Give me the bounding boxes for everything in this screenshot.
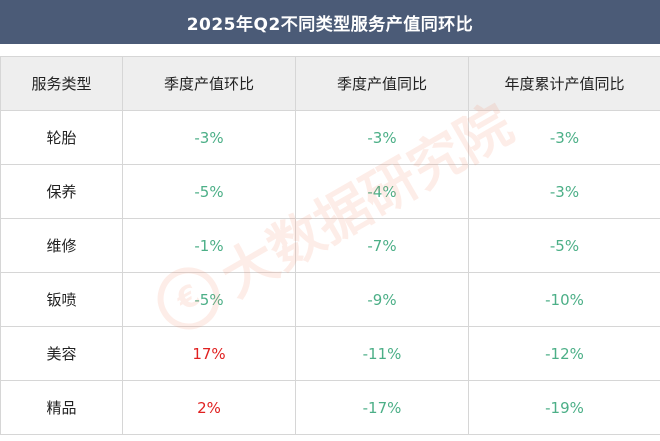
column-header-qoq: 季度产值环比 xyxy=(122,56,296,111)
yoy-cell: -4% xyxy=(295,164,469,219)
qoq-cell: 2% xyxy=(122,380,296,435)
qoq-cell: -5% xyxy=(122,272,296,327)
data-table: 服务类型 季度产值环比 季度产值同比 年度累计产值同比 轮胎 -3% -3% -… xyxy=(0,56,660,435)
ytd-cell: -12% xyxy=(468,326,660,381)
table-row: 保养 -5% -4% -3% xyxy=(0,164,660,219)
service-type-cell: 钣喷 xyxy=(0,272,123,327)
service-type-cell: 精品 xyxy=(0,380,123,435)
yoy-cell: -11% xyxy=(295,326,469,381)
yoy-cell: -9% xyxy=(295,272,469,327)
table-row: 美容 17% -11% -12% xyxy=(0,326,660,381)
column-header-yoy: 季度产值同比 xyxy=(295,56,469,111)
ytd-cell: -5% xyxy=(468,218,660,273)
table-row: 钣喷 -5% -9% -10% xyxy=(0,272,660,327)
service-type-cell: 保养 xyxy=(0,164,123,219)
ytd-cell: -3% xyxy=(468,164,660,219)
table-row: 轮胎 -3% -3% -3% xyxy=(0,110,660,165)
qoq-cell: 17% xyxy=(122,326,296,381)
ytd-cell: -3% xyxy=(468,110,660,165)
service-type-cell: 美容 xyxy=(0,326,123,381)
ytd-cell: -19% xyxy=(468,380,660,435)
table-row: 精品 2% -17% -19% xyxy=(0,380,660,435)
qoq-cell: -1% xyxy=(122,218,296,273)
qoq-cell: -3% xyxy=(122,110,296,165)
table-row: 维修 -1% -7% -5% xyxy=(0,218,660,273)
column-header-type: 服务类型 xyxy=(0,56,123,111)
yoy-cell: -7% xyxy=(295,218,469,273)
service-type-cell: 轮胎 xyxy=(0,110,123,165)
yoy-cell: -17% xyxy=(295,380,469,435)
table-body: 轮胎 -3% -3% -3% 保养 -5% -4% -3% 维修 -1% -7%… xyxy=(0,110,660,435)
table-title: 2025年Q2不同类型服务产值同环比 xyxy=(0,0,660,44)
column-header-ytd: 年度累计产值同比 xyxy=(468,56,660,111)
yoy-cell: -3% xyxy=(295,110,469,165)
qoq-cell: -5% xyxy=(122,164,296,219)
service-type-cell: 维修 xyxy=(0,218,123,273)
header-row: 服务类型 季度产值环比 季度产值同比 年度累计产值同比 xyxy=(0,56,660,111)
ytd-cell: -10% xyxy=(468,272,660,327)
